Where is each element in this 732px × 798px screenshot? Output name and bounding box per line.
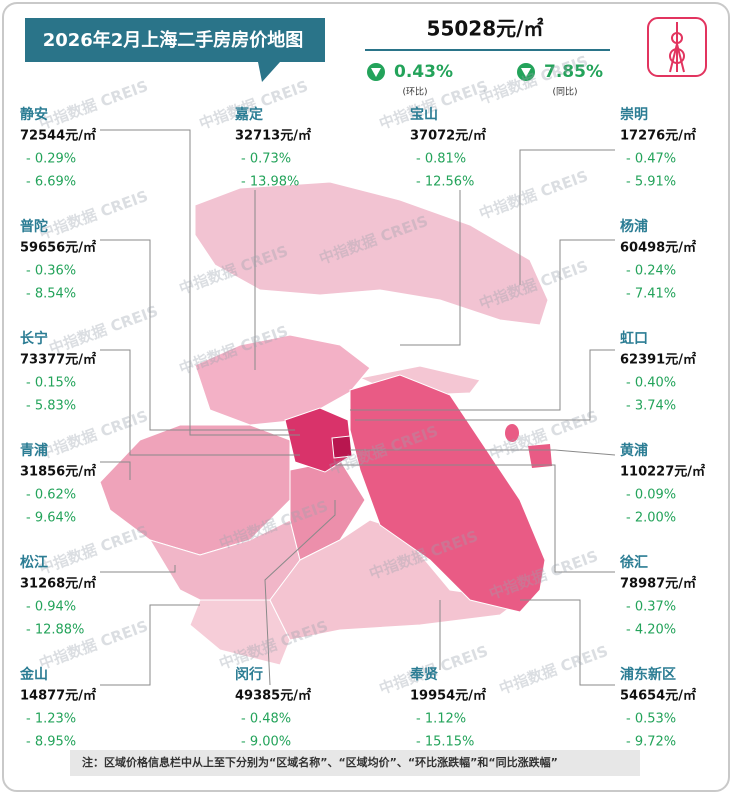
- mom-label: (环比): [402, 86, 427, 98]
- district-price: 17276元/㎡: [620, 128, 696, 144]
- district-name: 青浦: [20, 442, 48, 459]
- district-name: 浦东新区: [620, 666, 676, 683]
- district-yoy: - 6.69%: [26, 175, 76, 190]
- district-name: 崇明: [620, 106, 648, 123]
- yoy-value: 7.85%: [544, 62, 603, 82]
- note-box: [70, 750, 640, 776]
- district-price: 14877元/㎡: [20, 688, 96, 704]
- district-mom: - 1.12%: [416, 712, 466, 727]
- district-name: 闵行: [235, 666, 263, 683]
- district-mom: - 0.40%: [626, 376, 676, 391]
- district-mom: - 0.53%: [626, 712, 676, 727]
- district-yoy: - 15.15%: [416, 735, 474, 750]
- district-mom: - 0.73%: [241, 152, 291, 167]
- down-arrow: [371, 68, 381, 77]
- district-yoy: - 13.98%: [241, 175, 299, 190]
- district-mom: - 0.36%: [26, 264, 76, 279]
- avg-price: 55028元/㎡: [427, 17, 544, 41]
- district-name: 嘉定: [234, 106, 263, 123]
- district-yoy: - 9.00%: [241, 735, 291, 750]
- district-yoy: - 12.88%: [26, 623, 84, 638]
- district-mom: - 0.62%: [26, 488, 76, 503]
- district-mom: - 0.29%: [26, 152, 76, 167]
- title: 2026年2月上海二手房房价地图: [43, 29, 304, 51]
- district-name: 杨浦: [620, 218, 648, 235]
- district-mom: - 0.48%: [241, 712, 291, 727]
- district-price: 49385元/㎡: [235, 688, 311, 704]
- district-yoy: - 8.54%: [26, 287, 76, 302]
- tower-icon: [647, 17, 707, 77]
- yoy-label: (同比): [552, 86, 577, 98]
- district-name: 长宁: [20, 330, 48, 347]
- district-name: 黄浦: [620, 442, 648, 459]
- district-mom: - 0.47%: [626, 152, 676, 167]
- district-yoy: - 2.00%: [626, 511, 676, 526]
- district-yoy: - 9.64%: [26, 511, 76, 526]
- district-price: 60498元/㎡: [620, 240, 696, 256]
- district-mom: - 0.24%: [626, 264, 676, 279]
- district-yoy: - 5.91%: [626, 175, 676, 190]
- district-labels: 静安 72544元/㎡ - 0.29% - 6.69% 普陀 59656元/㎡ - 0.36…: [19, 106, 705, 750]
- district-price: 110227元/㎡: [620, 464, 705, 480]
- district-yoy: - 9.72%: [626, 735, 676, 750]
- district-name: 奉贤: [410, 666, 438, 683]
- title-banner: [25, 18, 325, 82]
- district-price: 31856元/㎡: [20, 464, 96, 480]
- district-price: 78987元/㎡: [620, 576, 696, 592]
- mom-value: 0.43%: [394, 62, 453, 82]
- district-mom: - 0.15%: [26, 376, 76, 391]
- district-price: 31268元/㎡: [20, 576, 96, 592]
- district-name: 松江: [20, 554, 48, 571]
- district-mom: - 0.09%: [626, 488, 676, 503]
- note: 注：区域价格信息栏中从上至下分别为“区域名称”、“区域均价”、“环比涨跌幅”和“…: [82, 755, 558, 769]
- district-mom: - 1.23%: [26, 712, 76, 727]
- district-price: 37072元/㎡: [410, 128, 486, 144]
- district-name: 徐汇: [619, 554, 648, 571]
- district-yoy: - 8.95%: [26, 735, 76, 750]
- district-name: 虹口: [620, 331, 648, 347]
- district-price: 73377元/㎡: [20, 352, 96, 368]
- district-name: 金山: [19, 666, 48, 683]
- district-name: 宝山: [410, 106, 438, 123]
- district-price: 72544元/㎡: [20, 128, 96, 144]
- district-price: 59656元/㎡: [20, 240, 96, 256]
- district-mom: - 0.37%: [626, 600, 676, 615]
- district-yoy: - 7.41%: [626, 287, 676, 302]
- district-price: 54654元/㎡: [620, 688, 696, 704]
- down-arrow: [521, 68, 531, 77]
- map: [99, 181, 552, 666]
- district-price: 19954元/㎡: [410, 688, 486, 704]
- district-yoy: - 4.20%: [626, 623, 676, 638]
- district-yoy: - 5.83%: [26, 399, 76, 414]
- district-mom: - 0.81%: [416, 152, 466, 167]
- leader-lines: [100, 129, 616, 686]
- district-name: 静安: [20, 106, 48, 123]
- district-name: 普陀: [20, 218, 48, 235]
- district-mom: - 0.94%: [26, 600, 76, 615]
- district-yoy: - 3.74%: [626, 399, 676, 414]
- district-price: 62391元/㎡: [620, 352, 696, 368]
- district-yoy: - 12.56%: [416, 175, 474, 190]
- district-price: 32713元/㎡: [235, 128, 311, 144]
